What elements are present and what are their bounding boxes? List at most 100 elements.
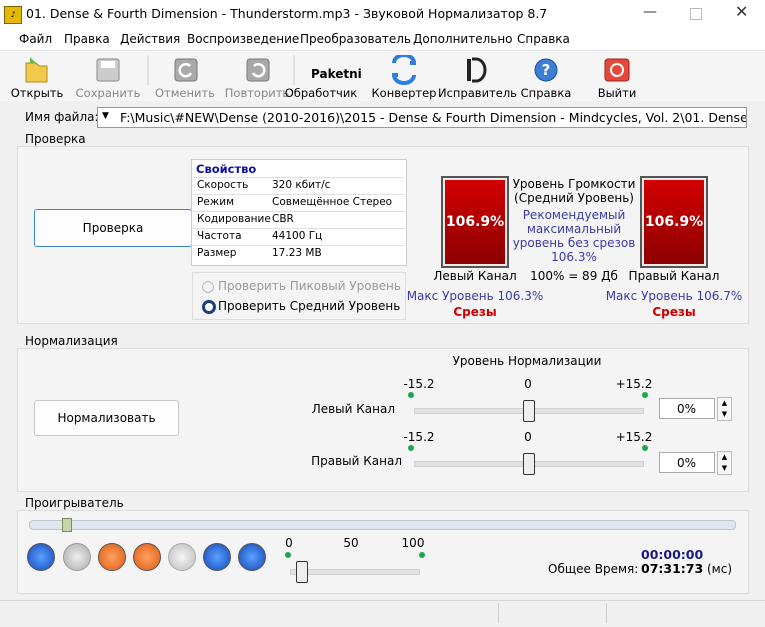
group-title: Нормализация bbox=[25, 334, 118, 348]
recommend-text: 106.3% bbox=[551, 250, 597, 264]
channel-label: Правый Канал bbox=[311, 454, 402, 468]
tick-label: +15.2 bbox=[615, 430, 653, 444]
property-value: Совмещённое Стерео bbox=[272, 196, 393, 208]
menu-item[interactable]: Дополнительно bbox=[413, 32, 513, 46]
max-level: Макс Уровень 106.3% bbox=[406, 289, 544, 303]
volume-tick: 50 bbox=[343, 536, 359, 550]
property-value: 44100 Гц bbox=[272, 230, 323, 242]
status-divider bbox=[498, 603, 499, 623]
menu-item[interactable]: Справка bbox=[517, 32, 570, 46]
time-unit: (мс) bbox=[707, 562, 733, 576]
minimize-button[interactable]: — bbox=[643, 4, 657, 20]
toolbar-overlay: Paketni bbox=[311, 67, 362, 81]
slider-thumb[interactable] bbox=[523, 453, 535, 475]
recommend-text: Рекомендуемый bbox=[522, 208, 626, 222]
tick-dot bbox=[419, 552, 425, 558]
channel-label: Левый Канал bbox=[433, 269, 517, 283]
menu-item[interactable]: Правка bbox=[64, 32, 110, 46]
channel-label: Правый Канал bbox=[628, 269, 720, 283]
toolbar-button[interactable]: Обработчик bbox=[284, 86, 358, 100]
file-label: Имя файла: bbox=[25, 110, 99, 124]
spin-box[interactable]: 0% bbox=[659, 398, 715, 419]
next-button[interactable] bbox=[238, 543, 266, 571]
menu-item[interactable]: Действия bbox=[120, 32, 181, 46]
radio[interactable] bbox=[202, 281, 214, 293]
toolbar-icons: ? bbox=[25, 55, 630, 85]
tick-label: -15.2 bbox=[403, 377, 435, 391]
volume-thumb[interactable] bbox=[296, 561, 308, 583]
seek-bar[interactable] bbox=[29, 520, 736, 530]
toolbar-button[interactable]: Выйти bbox=[597, 86, 637, 100]
menu-bar bbox=[0, 30, 765, 51]
maximize-button[interactable] bbox=[690, 8, 702, 20]
volume-title: (Средний Уровень) bbox=[514, 191, 634, 205]
toolbar-button[interactable]: Повторить bbox=[224, 86, 290, 100]
total-time: 07:31:73 bbox=[641, 561, 704, 576]
menu-item[interactable]: Файл bbox=[19, 32, 53, 46]
tick-label: -15.2 bbox=[403, 430, 435, 444]
radio-selected[interactable] bbox=[202, 300, 216, 314]
radio-label[interactable]: Проверить Пиковый Уровень bbox=[218, 279, 401, 293]
close-button[interactable]: ✕ bbox=[735, 2, 749, 21]
status-bar bbox=[0, 600, 765, 627]
file-combo[interactable]: ▼ F:\Music\#NEW\Dense (2010-2016)\2015 -… bbox=[97, 107, 747, 128]
file-path: F:\Music\#NEW\Dense (2010-2016)\2015 - D… bbox=[120, 110, 747, 125]
menu-item[interactable]: Воспроизведение bbox=[187, 32, 300, 46]
position-time: 00:00:00 bbox=[641, 547, 704, 562]
prev-button[interactable] bbox=[203, 543, 231, 571]
radio-group bbox=[192, 272, 406, 320]
repeat-button[interactable] bbox=[133, 543, 161, 571]
volume-track bbox=[290, 569, 420, 575]
svg-text:?: ? bbox=[542, 61, 551, 79]
spin-arrows[interactable]: ▲ ▼ bbox=[717, 451, 732, 475]
normalize-heading: Уровень Нормализации bbox=[452, 354, 602, 368]
toolbar-button[interactable]: Сохранить bbox=[75, 86, 141, 100]
max-level: Макс Уровень 106.7% bbox=[605, 289, 743, 303]
total-label: Общее Время: bbox=[548, 562, 639, 576]
tick-dot bbox=[408, 445, 414, 451]
property-value: 17.23 MB bbox=[272, 247, 322, 259]
property-name: Кодирование bbox=[197, 213, 271, 225]
spin-arrows[interactable]: ▲ ▼ bbox=[717, 397, 732, 421]
tick-dot bbox=[642, 445, 648, 451]
tick-dot bbox=[285, 552, 291, 558]
toolbar-button[interactable]: Конвертер bbox=[371, 86, 437, 100]
tick-dot bbox=[408, 392, 414, 398]
title-bar bbox=[0, 0, 765, 30]
spin-box[interactable]: 0% bbox=[659, 452, 715, 473]
play-button[interactable] bbox=[27, 543, 55, 571]
toolbar-button[interactable]: Открыть bbox=[10, 86, 64, 100]
radio-label[interactable]: Проверить Средний Уровень bbox=[218, 299, 401, 313]
tick-label: 0 bbox=[524, 430, 532, 444]
mute-button[interactable] bbox=[168, 543, 196, 571]
toolbar bbox=[0, 51, 765, 101]
property-value: 320 кбит/с bbox=[272, 179, 331, 191]
property-value: CBR bbox=[272, 213, 294, 225]
tick-label: +15.2 bbox=[615, 377, 653, 391]
group-title: Проигрыватель bbox=[25, 496, 124, 510]
property-name: Скорость bbox=[197, 179, 249, 191]
normalize-button[interactable]: Нормализовать bbox=[34, 400, 179, 436]
app-icon: ♪ bbox=[4, 6, 22, 24]
seek-thumb[interactable] bbox=[62, 518, 72, 532]
right-meter: 106.9% bbox=[640, 176, 708, 268]
table-header: Свойство bbox=[196, 162, 257, 176]
toolbar-button[interactable]: Справка bbox=[520, 86, 572, 100]
recommend-text: максимальный bbox=[526, 222, 622, 236]
channel-label: Левый Канал bbox=[311, 402, 395, 416]
slider-thumb[interactable] bbox=[523, 400, 535, 422]
property-table bbox=[191, 159, 407, 266]
stop-button[interactable] bbox=[63, 543, 91, 571]
property-name: Частота bbox=[197, 230, 242, 242]
window-title: 01. Dense & Fourth Dimension - Thunderst… bbox=[26, 6, 548, 21]
toolbar-button[interactable]: Исправитель bbox=[438, 86, 517, 100]
menu-item[interactable]: Преобразователь bbox=[300, 32, 411, 46]
status-divider bbox=[606, 603, 607, 623]
clip-label: Срезы bbox=[453, 305, 497, 319]
check-button[interactable]: Проверка bbox=[34, 209, 192, 247]
property-name: Режим bbox=[197, 196, 234, 208]
recommend-text: уровень без срезов bbox=[512, 236, 636, 250]
shuffle-button[interactable] bbox=[98, 543, 126, 571]
toolbar-button[interactable]: Отменить bbox=[155, 86, 215, 100]
scale-text: 100% = 89 Дб bbox=[530, 269, 618, 283]
